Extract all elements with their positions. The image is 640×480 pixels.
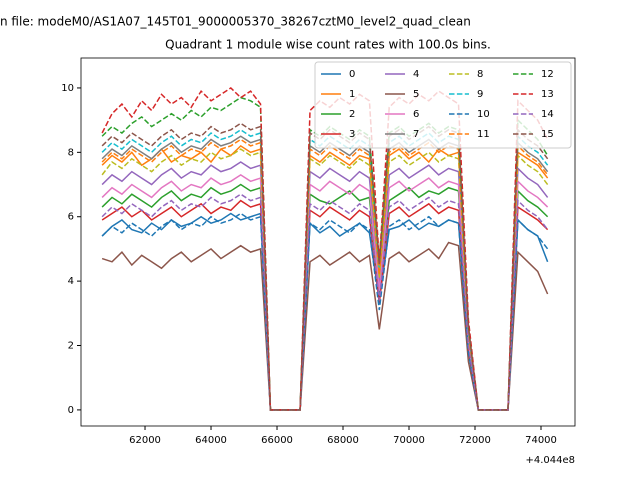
legend-label: 1 [349, 89, 355, 100]
x-tick-label: 62000 [129, 435, 161, 446]
x-tick-label: 68000 [327, 435, 359, 446]
legend-label: 14 [541, 109, 554, 120]
legend-label: 4 [413, 69, 419, 80]
x-tick-label: 66000 [261, 435, 293, 446]
chart-title: Quadrant 1 module wise count rates with … [165, 38, 491, 52]
x-tick-label: 64000 [195, 435, 227, 446]
series-line [101, 212, 549, 411]
series-line [101, 122, 549, 411]
y-tick-label: 0 [68, 405, 74, 416]
series-line [101, 128, 549, 411]
y-tick-label: 2 [68, 341, 74, 352]
series-line [101, 173, 549, 411]
y-tick-label: 8 [68, 147, 74, 158]
axes-frame [80, 57, 576, 427]
series-line [101, 199, 549, 411]
legend-label: 0 [349, 69, 355, 80]
legend-label: 8 [477, 69, 483, 80]
legend-label: 12 [541, 69, 554, 80]
x-tick-label: 72000 [459, 435, 491, 446]
legend-label: 3 [349, 129, 355, 140]
x-offset-label: +4.044e8 [525, 455, 575, 466]
series-line [101, 135, 549, 411]
y-tick-label: 4 [68, 276, 74, 287]
series-line [101, 241, 549, 411]
series-line [101, 148, 549, 411]
y-tick-label: 10 [61, 83, 74, 94]
legend-label: 6 [413, 109, 419, 120]
legend-box [314, 61, 572, 149]
series-line [101, 138, 549, 411]
legend-label: 2 [349, 109, 355, 120]
legend-label: 7 [413, 129, 419, 140]
legend-label: 10 [477, 109, 490, 120]
suptitle: n file: modeM0/AS1A07_145T01_9000005370_… [0, 15, 471, 29]
x-tick-label: 74000 [525, 435, 557, 446]
x-tick-label: 70000 [393, 435, 425, 446]
series-line [101, 161, 549, 411]
legend-label: 9 [477, 89, 483, 100]
legend-label: 5 [413, 89, 419, 100]
legend-label: 13 [541, 89, 554, 100]
legend-label: 11 [477, 129, 490, 140]
legend-label: 15 [541, 129, 554, 140]
series-line [101, 193, 549, 411]
series-line [101, 212, 549, 411]
series-line [101, 183, 549, 411]
y-tick-label: 6 [68, 212, 74, 223]
